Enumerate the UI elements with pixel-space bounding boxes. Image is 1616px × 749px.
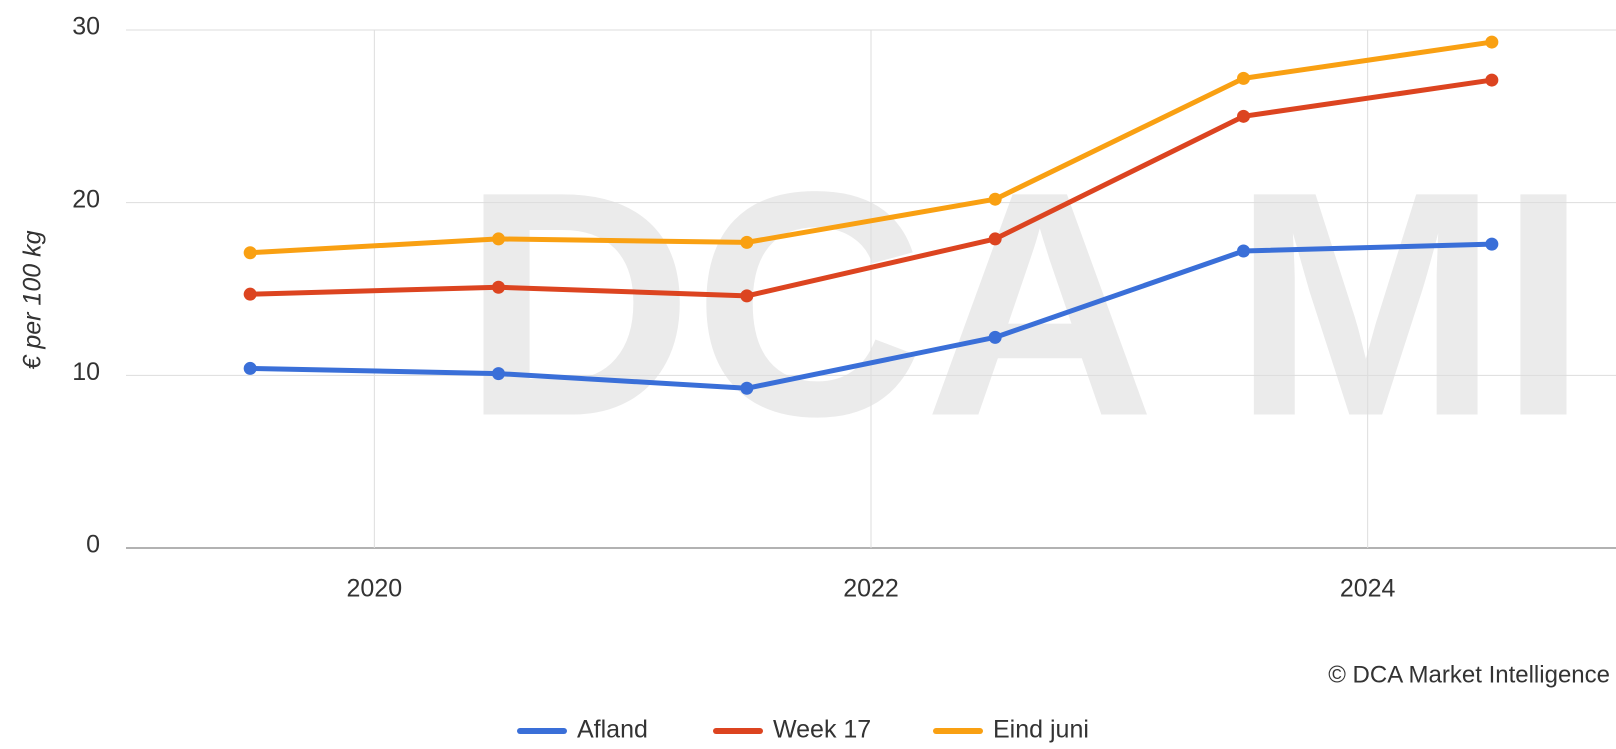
legend-label: Eind juni bbox=[993, 716, 1089, 744]
data-point bbox=[1485, 73, 1499, 87]
y-tick-label: 30 bbox=[72, 13, 100, 41]
y-tick-label: 0 bbox=[86, 531, 100, 559]
data-point bbox=[243, 246, 257, 260]
data-point bbox=[1237, 71, 1250, 85]
y-axis-label: € per 100 kg bbox=[19, 230, 47, 369]
watermark: DCA MI bbox=[462, 125, 1588, 483]
source: © DCA Market Intelligence bbox=[1328, 661, 1610, 688]
data-point bbox=[740, 235, 754, 249]
series-line bbox=[250, 39, 1493, 256]
legend-label: Week 17 bbox=[773, 716, 871, 744]
data-point bbox=[492, 232, 505, 246]
x-tick-label: 2024 bbox=[1340, 575, 1396, 603]
data-point bbox=[988, 330, 1002, 344]
y-tick-label: 20 bbox=[72, 185, 100, 213]
data-point bbox=[988, 232, 1002, 246]
x-tick-label: 2022 bbox=[843, 575, 899, 603]
data-point bbox=[1237, 109, 1250, 123]
data-point bbox=[740, 289, 754, 303]
data-point bbox=[988, 192, 1002, 206]
x-tick-label: 2020 bbox=[347, 575, 403, 603]
data-point bbox=[492, 367, 505, 381]
y-tick-label: 10 bbox=[72, 358, 100, 386]
series-line bbox=[250, 77, 1493, 299]
data-point bbox=[492, 280, 505, 294]
data-point bbox=[740, 381, 754, 395]
data-point bbox=[243, 361, 257, 375]
data-point bbox=[243, 287, 257, 301]
series-line bbox=[250, 241, 1492, 391]
data-point bbox=[1237, 244, 1250, 258]
data-point bbox=[1485, 237, 1499, 251]
legend-label: Afland bbox=[577, 716, 648, 744]
data-point bbox=[1485, 35, 1499, 49]
